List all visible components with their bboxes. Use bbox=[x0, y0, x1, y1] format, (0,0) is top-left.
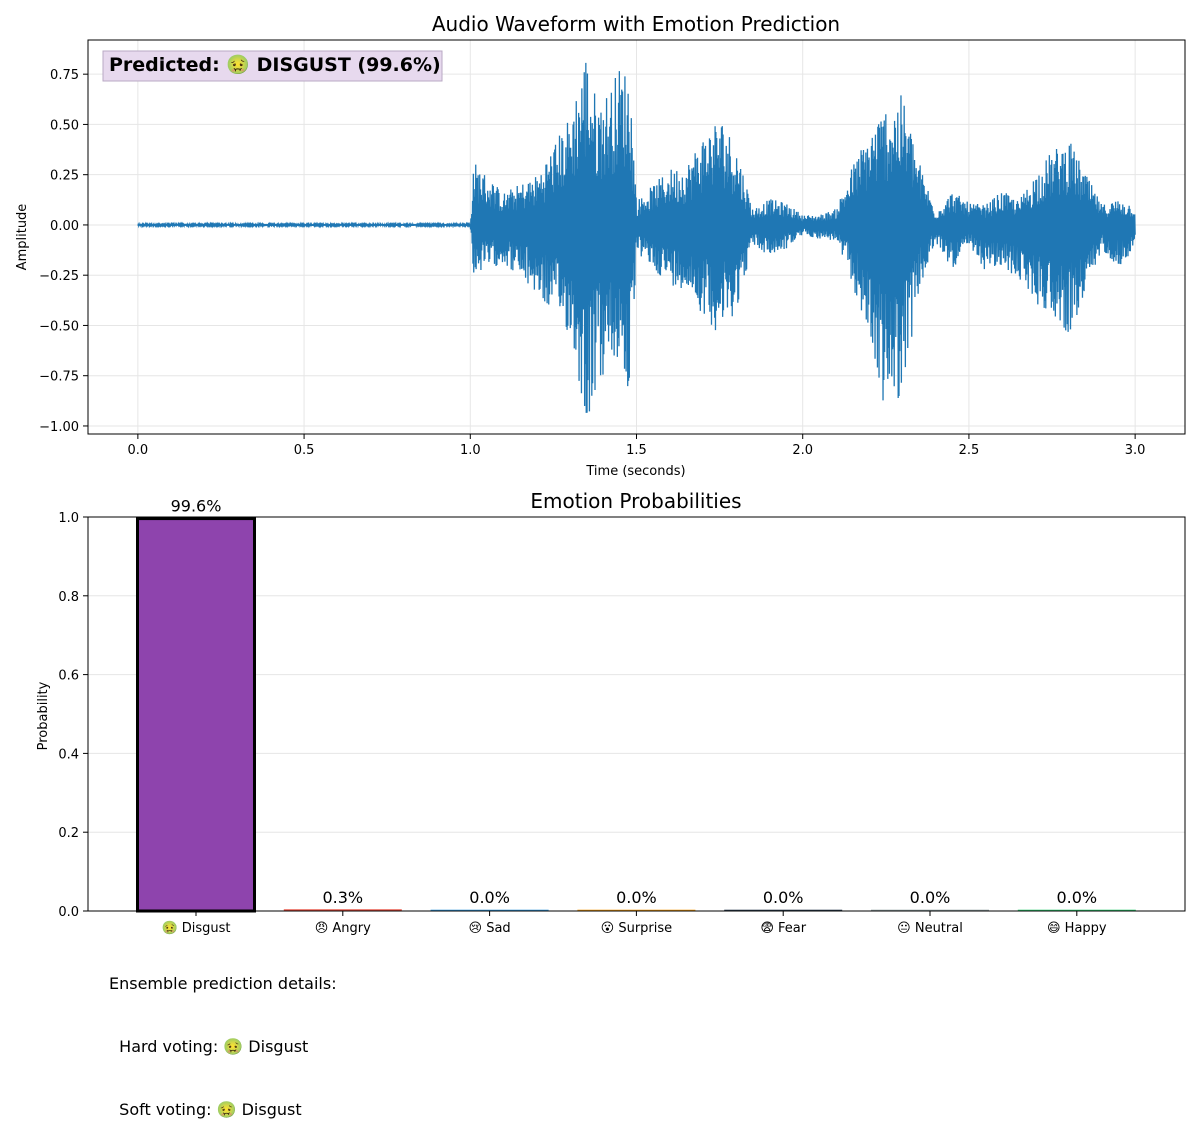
prediction-annotation-text: Predicted: 🤢 DISGUST (99.6%) bbox=[109, 54, 441, 76]
probability-x-ticks: 🤢 Disgust 😠 Angry 😢 Sad 😮 Surprise 😨 Fear 😐 N… bbox=[161, 911, 1107, 936]
bar-value-label: 0.0% bbox=[1056, 888, 1097, 907]
waveform-x-ticks: 0.0 0.5 1.0 1.5 2.0 2.5 3.0 bbox=[128, 434, 1146, 458]
waveform-y-tick-label: 0.50 bbox=[50, 118, 79, 133]
waveform-y-axis-label: Amplitude bbox=[15, 204, 30, 271]
probability-data-labels: 99.6% 0.3% 0.0% 0.0% 0.0% 0.0% 0.0% bbox=[171, 497, 1098, 908]
bar-value-label: 0.3% bbox=[322, 888, 363, 907]
waveform-y-tick-label: −1.00 bbox=[39, 420, 79, 435]
bar-value-label: 0.0% bbox=[469, 888, 510, 907]
ensemble-details-heading: Ensemble prediction details: bbox=[109, 974, 337, 993]
waveform-y-tick-label: 0.00 bbox=[50, 219, 79, 234]
category-label: 😐 Neutral bbox=[897, 921, 963, 936]
bar-value-label: 99.6% bbox=[171, 497, 222, 516]
category-label: 🤢 Disgust bbox=[161, 920, 230, 936]
bar-value-label: 0.0% bbox=[616, 888, 657, 907]
waveform-line bbox=[137, 62, 1136, 413]
waveform-x-axis-label: Time (seconds) bbox=[585, 464, 685, 479]
waveform-y-tick-label: −0.75 bbox=[39, 370, 79, 385]
category-label: 😨 Fear bbox=[760, 921, 806, 936]
bar-1 bbox=[136, 517, 256, 913]
probability-y-ticks: 0.0 0.2 0.4 0.6 0.8 1.0 bbox=[58, 511, 88, 920]
prediction-annotation: Predicted: 🤢 DISGUST (99.6%) bbox=[102, 50, 443, 82]
category-label: 😄 Happy bbox=[1047, 921, 1107, 936]
probability-y-tick-label: 1.0 bbox=[58, 511, 79, 526]
waveform-series-line bbox=[137, 62, 1136, 413]
hard-voting-result: Hard voting: 🤢 Disgust bbox=[109, 1037, 309, 1056]
waveform-y-tick-label: 0.25 bbox=[50, 169, 79, 184]
waveform-y-ticks: 0.75 0.50 0.25 0.00 −0.25 −0.50 −0.75 −1.00 bbox=[39, 68, 88, 435]
waveform-x-tick-label: 1.5 bbox=[626, 443, 647, 458]
probability-y-tick-label: 0.8 bbox=[58, 590, 79, 605]
probability-bars bbox=[136, 517, 1136, 913]
waveform-y-tick-label: 0.75 bbox=[50, 68, 79, 83]
prediction-annotation-box bbox=[102, 50, 443, 82]
probability-y-tick-label: 0.2 bbox=[58, 826, 79, 841]
probability-chart: Emotion Probabilities 0.0 0.2 0.4 0.6 0.8 1.0… bbox=[36, 489, 1186, 936]
probability-y-tick-label: 0.4 bbox=[58, 747, 79, 762]
waveform-x-tick-label: 2.0 bbox=[792, 443, 813, 458]
waveform-y-tick-label: −0.25 bbox=[39, 269, 79, 284]
probability-title: Emotion Probabilities bbox=[530, 489, 741, 513]
bar-value-label: 0.0% bbox=[763, 888, 804, 907]
bar-value-label: 0.0% bbox=[910, 888, 951, 907]
figure: Audio Waveform with Emotion Prediction 0… bbox=[15, 12, 1186, 936]
waveform-chart: Audio Waveform with Emotion Prediction 0… bbox=[15, 12, 1186, 479]
waveform-y-tick-label: −0.50 bbox=[39, 319, 79, 334]
waveform-x-tick-label: 2.5 bbox=[959, 443, 980, 458]
probability-y-tick-label: 0.0 bbox=[58, 905, 79, 920]
probability-y-tick-label: 0.6 bbox=[58, 669, 79, 684]
soft-voting-result: Soft voting: 🤢 Disgust bbox=[109, 1100, 302, 1119]
waveform-x-tick-label: 0.0 bbox=[128, 443, 149, 458]
category-label: 😠 Angry bbox=[315, 921, 371, 936]
waveform-x-tick-label: 3.0 bbox=[1125, 443, 1146, 458]
category-label: 😮 Surprise bbox=[601, 921, 673, 936]
category-label: 😢 Sad bbox=[469, 921, 511, 936]
waveform-x-tick-label: 0.5 bbox=[294, 443, 315, 458]
probability-y-axis-label: Probability bbox=[36, 681, 51, 750]
waveform-x-tick-label: 1.0 bbox=[460, 443, 481, 458]
ensemble-details: Ensemble prediction details: Hard voting… bbox=[109, 931, 337, 1141]
waveform-title: Audio Waveform with Emotion Prediction bbox=[432, 12, 840, 36]
